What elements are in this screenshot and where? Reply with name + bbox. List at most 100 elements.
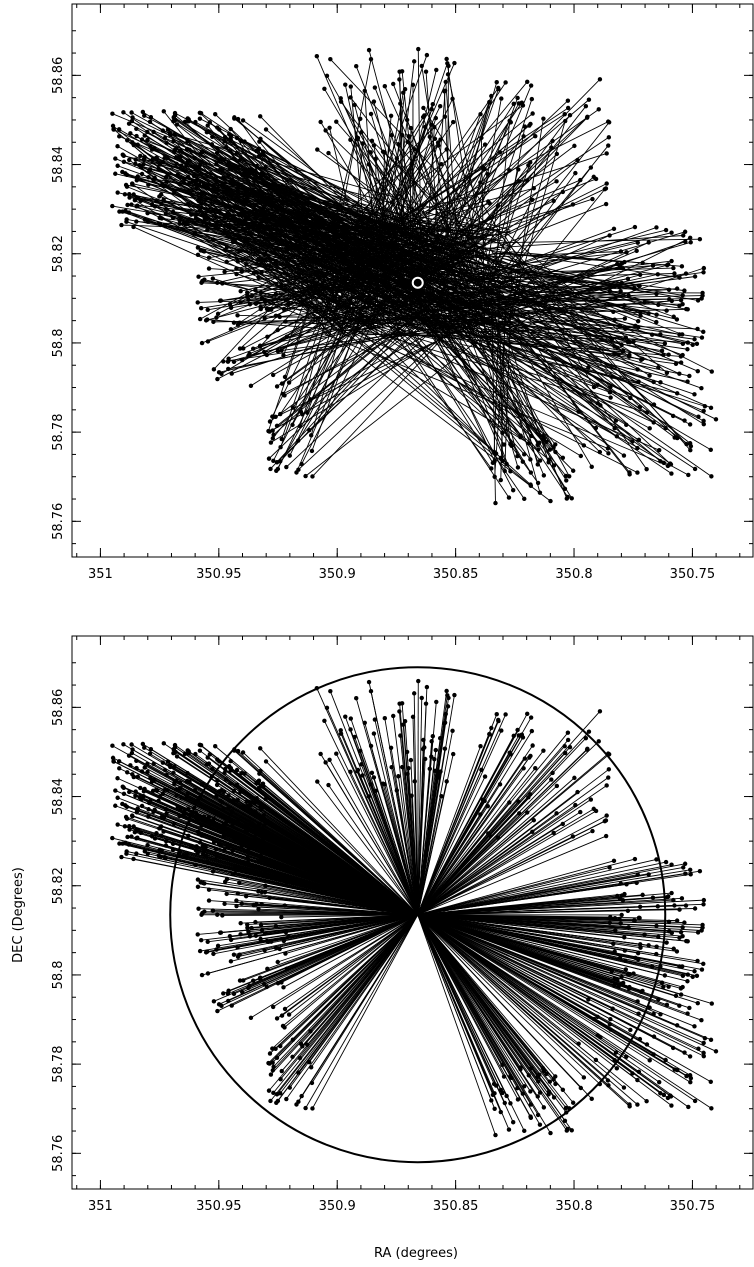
vector-line [280, 242, 331, 310]
data-point [619, 893, 625, 898]
data-point [261, 845, 267, 850]
data-point [159, 848, 164, 853]
data-point [241, 346, 246, 351]
vector-line [417, 835, 607, 916]
data-point [134, 836, 139, 841]
data-point [238, 789, 243, 794]
data-point [605, 119, 611, 124]
data-point [669, 258, 674, 264]
data-point [338, 728, 343, 733]
data-point [664, 262, 670, 268]
data-point [680, 301, 685, 307]
x-tick-label: 350.8 [555, 567, 592, 582]
data-point [680, 293, 685, 298]
data-point [647, 1058, 652, 1063]
data-point [657, 447, 662, 453]
data-point [216, 841, 222, 847]
data-point [129, 742, 134, 747]
data-point [161, 829, 166, 834]
vector-line [331, 180, 528, 234]
data-point [185, 116, 190, 121]
vector-line [384, 245, 636, 327]
data-point [130, 115, 135, 120]
data-point [211, 839, 217, 845]
vector-line [392, 715, 419, 915]
vector-line [298, 914, 419, 1102]
data-point [123, 208, 128, 213]
data-point [503, 80, 508, 85]
data-point [680, 973, 686, 978]
data-point [145, 761, 150, 767]
data-point [184, 163, 189, 168]
data-point [263, 759, 269, 764]
data-point [235, 945, 240, 950]
data-point [261, 191, 267, 196]
data-point [602, 819, 608, 824]
vector-line [417, 914, 570, 1109]
data-point [242, 771, 247, 776]
vector-line [417, 914, 626, 970]
data-point [278, 411, 283, 417]
data-point [529, 433, 534, 439]
data-point [217, 127, 222, 132]
data-point [708, 1079, 713, 1084]
data-point [443, 711, 448, 717]
vector-line [265, 876, 418, 916]
data-point [388, 113, 394, 118]
data-point [499, 728, 504, 733]
data-point [142, 849, 148, 854]
data-point [264, 938, 270, 944]
data-point [607, 920, 613, 925]
vector-line [417, 914, 589, 1000]
data-point [126, 121, 132, 126]
data-point [117, 841, 122, 846]
data-point [518, 434, 523, 440]
data-point [240, 750, 246, 755]
data-point [115, 163, 120, 168]
data-point [228, 768, 233, 773]
vector-line [413, 693, 419, 915]
vector-line [265, 798, 419, 916]
data-point [261, 213, 267, 218]
data-point [430, 733, 436, 739]
vector-line [417, 731, 590, 916]
vector-line [480, 294, 692, 447]
vector-line [208, 232, 355, 259]
data-point [540, 1066, 546, 1071]
plot-frame [71, 3, 754, 558]
data-point [124, 184, 130, 189]
data-point [535, 480, 541, 486]
data-point [709, 1106, 714, 1111]
vector-line [417, 694, 455, 915]
data-point [189, 844, 194, 849]
data-point [275, 348, 281, 354]
data-point [197, 116, 203, 121]
data-point [682, 1050, 687, 1055]
data-point [196, 274, 201, 279]
data-point [226, 161, 231, 166]
data-point [678, 929, 684, 935]
data-point [662, 341, 668, 346]
data-point [221, 833, 227, 839]
data-point [408, 125, 414, 131]
data-point [362, 720, 367, 725]
data-point [195, 300, 200, 305]
vector-line [417, 914, 668, 1006]
data-point [273, 1046, 278, 1051]
vector-line [277, 914, 418, 963]
data-point [227, 933, 233, 939]
data-point [199, 972, 205, 978]
data-point [177, 813, 182, 819]
vector-line [336, 239, 510, 498]
data-point [284, 248, 290, 253]
data-point [137, 163, 142, 168]
data-point [187, 180, 192, 185]
data-point [171, 119, 176, 124]
vector-line [448, 136, 610, 245]
data-point [147, 168, 152, 174]
data-point [686, 1104, 691, 1110]
data-point [567, 474, 572, 479]
data-point [256, 257, 261, 262]
data-point [366, 47, 372, 53]
vector-line [316, 687, 419, 915]
